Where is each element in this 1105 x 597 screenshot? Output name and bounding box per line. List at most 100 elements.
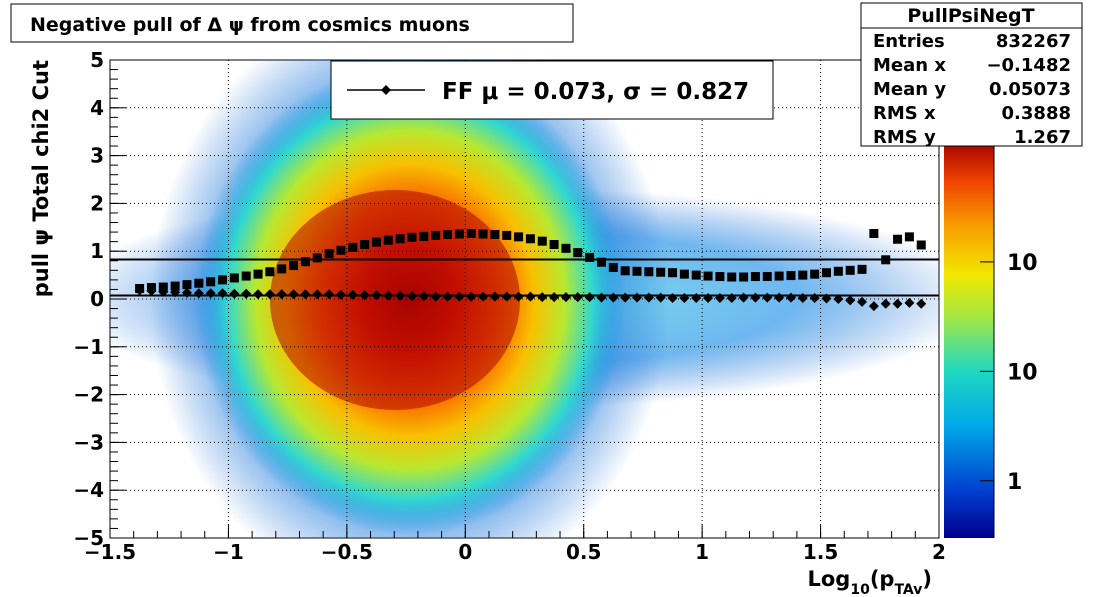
- diamond-marker: [312, 289, 323, 300]
- y-tick-label: −3: [73, 430, 104, 454]
- stats-row-label: RMS x: [873, 103, 936, 124]
- square-marker: [656, 267, 666, 277]
- square-marker: [431, 230, 441, 240]
- square-marker: [904, 232, 914, 242]
- square-marker: [620, 266, 630, 276]
- diamond-marker: [158, 286, 169, 297]
- x-tick-label: −1: [213, 540, 244, 564]
- y-tick-label: 5: [90, 48, 104, 72]
- square-marker: [253, 269, 263, 279]
- diamond-marker: [264, 289, 275, 300]
- diamond-marker: [288, 289, 299, 300]
- stats-row-label: Mean x: [873, 55, 946, 76]
- title-box: [10, 3, 574, 43]
- diamond-marker: [797, 293, 808, 304]
- diamond-marker: [774, 292, 785, 303]
- square-marker: [454, 229, 464, 239]
- square-marker: [395, 234, 405, 244]
- square-marker: [727, 272, 737, 282]
- diamond-marker: [608, 292, 619, 303]
- stats-row-value: 832267: [996, 31, 1071, 52]
- square-marker: [383, 235, 393, 245]
- diamond-marker: [418, 291, 429, 302]
- square-marker: [561, 243, 571, 253]
- square-marker: [514, 232, 524, 242]
- diamond-marker: [371, 290, 382, 301]
- square-marker: [336, 245, 346, 255]
- square-marker: [881, 255, 891, 265]
- diamond-marker: [359, 290, 370, 301]
- square-marker: [845, 265, 855, 275]
- stats-row-value: 0.3888: [1002, 103, 1071, 124]
- colorbar-tick-label: 10: [1007, 251, 1038, 276]
- square-marker: [466, 229, 476, 239]
- stats-row-label: Entries: [873, 31, 945, 52]
- diamond-marker: [383, 290, 394, 301]
- square-marker: [277, 264, 287, 274]
- square-marker: [786, 271, 796, 281]
- square-marker: [419, 231, 429, 241]
- square-marker: [371, 237, 381, 247]
- diamond-marker: [809, 293, 820, 304]
- square-marker: [857, 264, 867, 274]
- square-marker: [585, 252, 595, 262]
- square-marker: [668, 268, 678, 278]
- square-marker: [265, 267, 275, 277]
- x-tick-label: −0.5: [321, 540, 373, 564]
- square-marker: [762, 272, 772, 282]
- square-marker: [182, 280, 192, 290]
- diamond-marker: [868, 301, 879, 312]
- square-marker: [324, 249, 334, 259]
- diamond-marker: [679, 293, 690, 304]
- diamond-marker: [181, 287, 192, 298]
- diamond-marker: [572, 292, 583, 303]
- diamond-marker: [442, 291, 453, 302]
- diamond-marker: [395, 290, 406, 301]
- square-marker: [300, 257, 310, 267]
- square-marker: [644, 267, 654, 277]
- diamond-marker: [714, 293, 725, 304]
- diamond-marker: [703, 293, 714, 304]
- diamond-marker: [205, 288, 216, 299]
- stats-box: PullPsiNegT Entries 832267 Mean x −0.1482 Me…: [860, 2, 1083, 148]
- x-tick-label: 0: [458, 540, 472, 564]
- square-marker: [632, 266, 642, 276]
- square-marker: [194, 278, 204, 288]
- square-marker: [218, 275, 228, 285]
- square-marker: [869, 229, 879, 239]
- diamond-marker: [821, 293, 832, 304]
- diamond-marker: [904, 297, 915, 308]
- diamond-marker: [146, 285, 157, 296]
- y-tick-label: 3: [90, 144, 104, 168]
- square-marker: [348, 242, 358, 252]
- square-marker: [691, 270, 701, 280]
- square-marker: [241, 271, 251, 281]
- square-marker: [608, 262, 618, 272]
- square-marker: [703, 271, 713, 281]
- square-marker: [312, 253, 322, 263]
- square-marker: [774, 271, 784, 281]
- diamond-marker: [738, 292, 749, 303]
- y-tick-label: −5: [73, 526, 104, 550]
- y-tick-label: 4: [90, 96, 104, 120]
- x-axis: −1.5 −1 −0.5 0 0.5 1 1.5 2: [84, 524, 946, 564]
- diamond-marker: [916, 298, 927, 309]
- x-tick-label: 1: [695, 540, 709, 564]
- diamond-marker: [217, 288, 228, 299]
- diamond-marker: [253, 289, 264, 300]
- diamond-marker: [584, 292, 595, 303]
- square-marker: [715, 272, 725, 282]
- legend-marker-sample: [381, 85, 391, 95]
- diamond-marker: [478, 291, 489, 302]
- y-tick-label: 0: [90, 287, 104, 311]
- colorbar-axis: 1 10 10: [980, 140, 1038, 538]
- diamond-marker: [833, 294, 844, 304]
- diamond-marker: [785, 292, 796, 303]
- diamond-marker: [762, 292, 773, 303]
- legend-text: FF μ = 0.073, σ = 0.827: [442, 79, 749, 105]
- diamond-marker: [406, 291, 417, 302]
- square-marker: [443, 229, 453, 239]
- diamond-marker: [525, 291, 536, 302]
- diamond-marker: [667, 293, 678, 304]
- stats-title: PullPsiNegT: [907, 5, 1034, 27]
